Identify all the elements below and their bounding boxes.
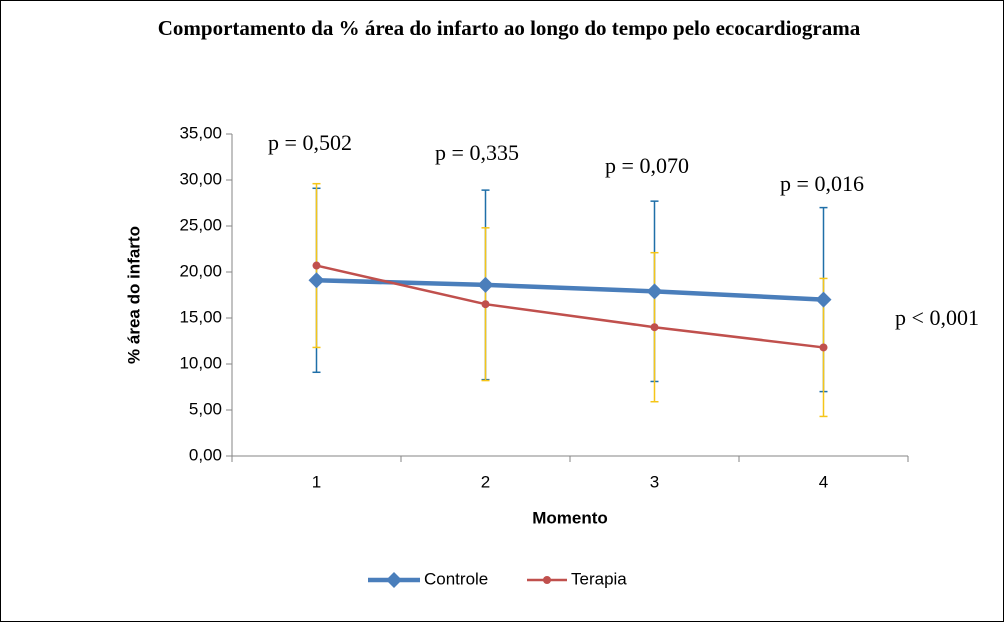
legend-marker xyxy=(386,572,402,588)
annotation: p = 0,335 xyxy=(435,140,519,165)
data-point xyxy=(819,343,828,352)
x-tick-label: 4 xyxy=(819,472,828,491)
data-point xyxy=(815,291,832,308)
data-point xyxy=(308,272,325,289)
data-point xyxy=(312,261,321,270)
x-axis-label: Momento xyxy=(532,508,608,527)
x-tick-label: 1 xyxy=(312,472,321,491)
data-point xyxy=(646,283,663,300)
data-point xyxy=(477,276,494,293)
legend-label: Terapia xyxy=(571,569,627,588)
annotation: p < 0,001 xyxy=(895,305,979,330)
y-tick-label: 35,00 xyxy=(179,123,222,142)
y-tick-label: 25,00 xyxy=(179,215,222,234)
y-axis-label: % área do infarto xyxy=(124,226,143,364)
x-tick-label: 2 xyxy=(481,472,490,491)
data-point xyxy=(650,323,659,332)
y-tick-label: 15,00 xyxy=(179,307,222,326)
legend-marker xyxy=(543,576,551,584)
data-point xyxy=(481,300,490,309)
y-tick-label: 5,00 xyxy=(189,399,222,418)
chart-title: Comportamento da % área do infarto ao lo… xyxy=(158,16,861,40)
series-line xyxy=(316,264,824,349)
y-tick-label: 30,00 xyxy=(179,169,222,188)
annotation: p = 0,502 xyxy=(268,130,352,155)
annotation: p = 0,070 xyxy=(605,153,689,178)
legend-label: Controle xyxy=(424,569,488,588)
series-line xyxy=(316,278,824,302)
x-tick-label: 3 xyxy=(650,472,659,491)
annotation: p = 0,016 xyxy=(780,171,864,196)
y-tick-label: 10,00 xyxy=(179,353,222,372)
y-tick-label: 20,00 xyxy=(179,261,222,280)
y-tick-label: 0,00 xyxy=(189,445,222,464)
